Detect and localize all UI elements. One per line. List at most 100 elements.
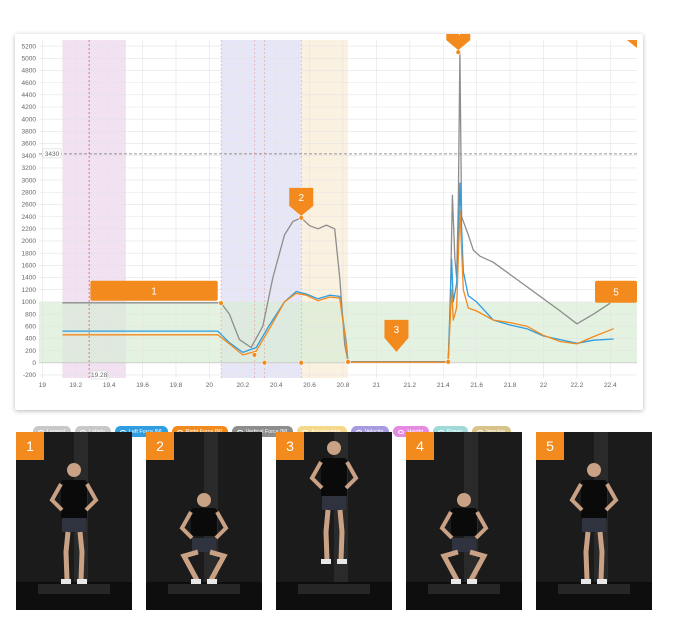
- event-point: [445, 359, 451, 365]
- y-tick-label: 2200: [22, 226, 37, 233]
- y-tick-label: 2600: [22, 202, 37, 209]
- y-tick-label: 5200: [22, 43, 37, 50]
- x-tick-label: 20.4: [270, 382, 283, 389]
- y-tick-label: 1200: [22, 287, 37, 294]
- corner-marker: [627, 40, 637, 48]
- phase-photo-5: 5: [536, 432, 652, 610]
- y-tick-label: 200: [25, 348, 36, 355]
- legend-item-label: Power: [447, 429, 462, 435]
- legend-item-label: Acceleration: [311, 429, 341, 435]
- x-tick-label: 21.6: [470, 382, 483, 389]
- cursor-label: 19.28: [91, 372, 108, 379]
- phase-badge: 2: [146, 432, 174, 460]
- y-tick-label: 2800: [22, 189, 37, 196]
- athlete-figure: [16, 432, 132, 610]
- x-tick-label: 20.2: [236, 382, 249, 389]
- y-tick-label: 4000: [22, 116, 37, 123]
- callout-5-label: 5: [613, 288, 619, 299]
- y-tick-label: 4400: [22, 92, 37, 99]
- callout-2-label: 2: [298, 193, 304, 204]
- callout-4-label: 4: [455, 34, 461, 38]
- eye-icon: [398, 429, 405, 434]
- event-point: [455, 49, 461, 55]
- phase-photo-4: 4: [406, 432, 522, 610]
- phase-photo-2: 2: [146, 432, 262, 610]
- legend-item-label: Labels: [89, 429, 105, 435]
- phase-photo-3: 3: [276, 432, 392, 610]
- event-point: [345, 359, 351, 365]
- y-tick-label: 4200: [22, 104, 37, 111]
- event-point: [218, 300, 224, 306]
- athlete-figure: [276, 432, 392, 610]
- callout-3: [384, 319, 409, 352]
- x-tick-label: 22.4: [604, 382, 617, 389]
- y-tick-label: 3000: [22, 177, 37, 184]
- reference-label: 3430: [45, 151, 60, 158]
- x-tick-label: 21.8: [504, 382, 517, 389]
- phase-badge: 3: [276, 432, 304, 460]
- x-tick-label: 22: [540, 382, 548, 389]
- x-tick-label: 20: [206, 382, 214, 389]
- phase-photo-1: 1: [16, 432, 132, 610]
- event-point: [261, 360, 268, 366]
- y-tick-label: 3400: [22, 153, 37, 160]
- legend-item-label: Left Force [N]: [128, 428, 162, 435]
- y-tick-label: 5000: [22, 55, 37, 62]
- event-point: [251, 352, 258, 358]
- y-tick-label: 4600: [22, 80, 37, 87]
- x-tick-label: 21: [373, 382, 381, 389]
- callout-2: [289, 187, 314, 216]
- x-tick-label: 19.8: [170, 382, 183, 389]
- legend-item-label: Right Force [N]: [186, 429, 222, 435]
- x-tick-label: 19.6: [136, 382, 149, 389]
- target-band: [39, 301, 637, 363]
- event-point: [298, 360, 304, 366]
- series-line-right-force-n: [62, 209, 614, 363]
- y-tick-label: -200: [23, 372, 36, 379]
- y-tick-label: 1600: [22, 263, 37, 270]
- x-tick-label: 21.2: [403, 382, 416, 389]
- reference-label-box: [42, 148, 62, 159]
- x-tick-label: 19.4: [103, 382, 116, 389]
- chart-card: -200 0 200 400 600 800 1000 1200 1400 1600 1800 200…: [15, 34, 643, 437]
- callout-5: [595, 280, 637, 303]
- y-tick-label: 1400: [22, 275, 37, 282]
- legend-item-label: Velocity: [365, 429, 384, 435]
- x-tick-label: 22.2: [571, 382, 584, 389]
- y-tick-label: 3800: [22, 129, 37, 136]
- athlete-figure: [146, 432, 262, 610]
- phase-badge: 5: [536, 432, 564, 460]
- callout-3-label: 3: [394, 325, 400, 336]
- legend-item-label: Impulse: [486, 429, 505, 435]
- x-tick-label: 19.2: [69, 382, 82, 389]
- y-tick-label: 2400: [22, 214, 37, 221]
- y-tick-label: 2000: [22, 238, 37, 245]
- series-line-left-force-n: [62, 182, 614, 363]
- legend-item-label: Vertical Force [N]: [245, 428, 288, 435]
- callout-1-label: 1: [151, 287, 157, 298]
- callout-4: [446, 34, 471, 51]
- force-chart[interactable]: -200 0 200 400 600 800 1000 1200 1400 1600 1800 200…: [15, 34, 643, 410]
- phase-badge: 1: [16, 432, 44, 460]
- y-tick-label: 0: [32, 360, 36, 367]
- y-tick-label: 400: [25, 336, 36, 343]
- athlete-figure: [536, 432, 652, 610]
- y-tick-label: 800: [25, 311, 36, 318]
- event-point: [298, 215, 304, 221]
- y-tick-label: 1000: [22, 299, 37, 306]
- y-tick-label: 1800: [22, 250, 37, 257]
- legend-item-height[interactable]: Height: [393, 426, 429, 437]
- x-tick-label: 20.6: [303, 382, 316, 389]
- legend-item-label: Height: [407, 429, 423, 435]
- athlete-figure: [406, 432, 522, 610]
- legend-item-label: Legend: [47, 429, 65, 435]
- cursor-label-box: [90, 370, 108, 380]
- x-tick-label: 20.8: [337, 382, 350, 389]
- y-tick-label: 4800: [22, 68, 37, 75]
- y-tick-label: 600: [25, 323, 36, 330]
- y-tick-label: 3200: [22, 165, 37, 172]
- x-tick-label: 21.4: [437, 382, 450, 389]
- y-tick-label: 3600: [22, 141, 37, 148]
- callout-1: [90, 280, 218, 301]
- phase-badge: 4: [406, 432, 434, 460]
